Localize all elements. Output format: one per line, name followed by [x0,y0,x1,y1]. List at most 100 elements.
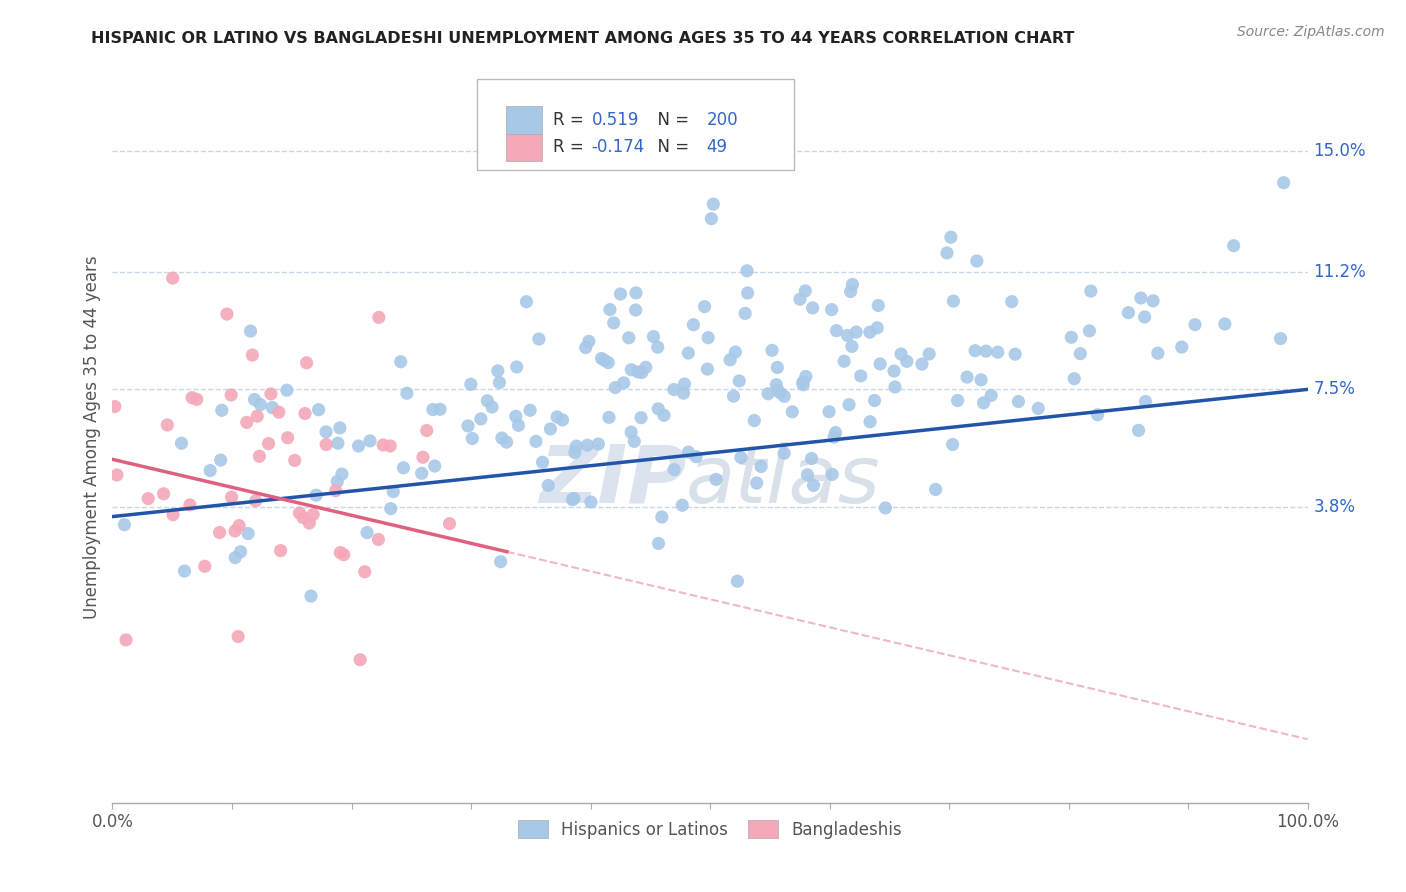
Point [1080,284,1102,298]
Point [1184,318,1206,332]
Text: N =: N = [647,111,695,128]
Point [247,449,270,463]
Point [678,445,700,459]
Point [162,508,184,522]
Point [823,430,845,444]
Point [579,495,602,509]
Point [1007,394,1029,409]
Point [228,518,250,533]
Point [156,417,179,432]
Point [664,462,686,476]
Point [270,543,292,558]
Text: -0.174: -0.174 [592,138,645,156]
Point [966,254,988,268]
Point [194,559,217,574]
Point [277,431,299,445]
Point [820,302,842,317]
FancyBboxPatch shape [506,134,541,161]
Point [359,434,381,448]
Point [114,517,135,532]
Point [105,467,128,482]
Point [1060,330,1083,344]
Point [382,484,405,499]
Point [627,365,650,379]
Point [821,467,844,482]
Point [1026,401,1049,416]
Point [773,446,796,460]
Point [565,439,588,453]
Point [561,492,583,507]
Point [1069,346,1091,360]
Point [152,487,174,501]
Point [617,331,640,345]
Point [662,383,685,397]
Text: 15.0%: 15.0% [1313,142,1367,160]
Point [724,345,747,359]
Point [890,347,912,361]
Point [702,197,724,211]
Point [742,413,765,427]
Point [392,460,415,475]
Point [489,555,512,569]
Point [838,398,860,412]
Point [643,329,665,343]
Point [696,362,718,376]
Point [735,264,758,278]
Point [866,321,889,335]
Point [181,391,204,405]
Point [209,453,232,467]
Point [347,439,370,453]
Point [911,357,934,371]
Point [599,302,621,317]
Point [839,285,862,299]
Text: 0.519: 0.519 [592,111,640,128]
Point [769,385,792,400]
Point [262,401,284,415]
Point [623,434,645,449]
Point [613,376,636,390]
Point [924,483,946,497]
Point [576,438,599,452]
Point [326,475,349,489]
Point [918,347,941,361]
Point [630,366,652,380]
Point [728,374,751,388]
Point [325,483,347,498]
Point [697,331,720,345]
Point [257,436,280,450]
Point [980,388,1002,402]
Point [1004,347,1026,361]
FancyBboxPatch shape [506,106,541,134]
Point [970,373,993,387]
Point [429,402,451,417]
Point [249,398,271,412]
Point [863,393,886,408]
Point [515,294,537,309]
Point [295,356,318,370]
Point [243,392,266,407]
Point [506,359,529,374]
Point [792,376,814,390]
Point [700,211,723,226]
Point [562,491,585,506]
Text: N =: N = [647,138,695,156]
Point [591,351,613,366]
Point [849,368,872,383]
Text: R =: R = [554,138,589,156]
Point [288,506,311,520]
Point [841,339,863,353]
Point [1063,372,1085,386]
Point [373,438,395,452]
Point [704,472,727,486]
Point [578,334,600,349]
Point [624,303,647,318]
Point [537,478,560,492]
Point [162,271,184,285]
Point [620,362,643,376]
Point [524,434,547,449]
Point [875,500,897,515]
Point [859,415,882,429]
Point [284,453,307,467]
Point [693,300,716,314]
Point [564,445,586,459]
